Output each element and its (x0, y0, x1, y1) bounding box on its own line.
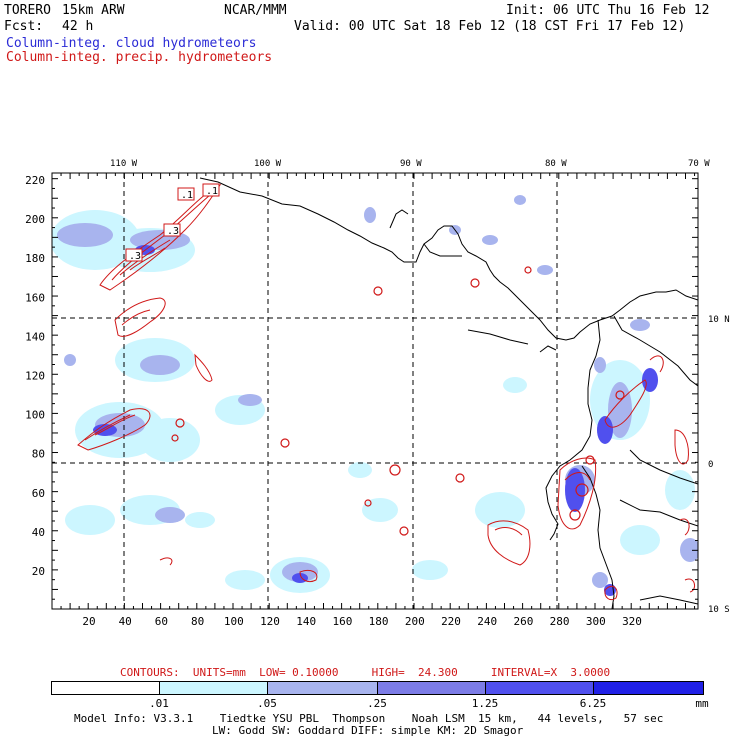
legend-label: .01 (149, 697, 169, 710)
field-precip-label: Column-integ. precip. hydrometeors (6, 50, 273, 65)
model-resolution: 15km ARW (62, 3, 125, 18)
x-tick-label: 40 (119, 615, 132, 628)
x-tick-label: 220 (441, 615, 461, 628)
x-tick-label: 120 (260, 615, 280, 628)
legend-label: .05 (257, 697, 277, 710)
contour-label: .1 (181, 190, 193, 201)
longitude-labels: 110 W 100 W 90 W 80 W 70 W (110, 159, 710, 169)
legend-swatch (159, 681, 268, 695)
y-ticks (52, 178, 698, 610)
graticule (52, 173, 698, 609)
y-tick-label: 120 (25, 370, 45, 383)
legend-label: 6.25 (579, 697, 607, 710)
y-tick-label: 140 (25, 330, 45, 343)
map-frame (51, 172, 699, 610)
organization: NCAR/MMM (224, 3, 287, 18)
legend-swatch (377, 681, 486, 695)
y-tick-label: 40 (32, 526, 45, 539)
x-tick-label: 240 (477, 615, 497, 628)
model-name: TORERO (4, 3, 51, 18)
model-info-line2: LW: Godd SW: Goddard DIFF: simple KM: 2D… (212, 724, 524, 737)
lat-label: 0 (708, 460, 713, 470)
coastlines (199, 177, 698, 609)
legend-swatch (485, 681, 594, 695)
y-tick-label: 200 (25, 213, 45, 226)
x-tick-label: 260 (513, 615, 533, 628)
legend-unit: mm (695, 697, 709, 710)
x-tick-label: 140 (296, 615, 316, 628)
lon-label: 100 W (254, 159, 282, 169)
y-tick-label: 60 (32, 487, 45, 500)
x-tick-label: 300 (586, 615, 606, 628)
y-tick-label: 80 (32, 448, 45, 461)
legend-label: .25 (367, 697, 387, 710)
lon-label: 80 W (545, 159, 567, 169)
x-tick-label: 80 (191, 615, 204, 628)
x-tick-label: 280 (550, 615, 570, 628)
x-tick-label: 60 (155, 615, 168, 628)
contour-label: .1 (206, 186, 218, 197)
legend-swatch (51, 681, 160, 695)
x-tick-label: 200 (405, 615, 425, 628)
forecast-label: Fcst: (4, 19, 44, 34)
y-tick-label: 220 (25, 174, 45, 187)
lon-label: 110 W (110, 159, 138, 169)
precip-cells (171, 266, 625, 536)
legend-label: 1.25 (471, 697, 499, 710)
y-tick-label: 100 (25, 409, 45, 422)
legend-swatch (593, 681, 704, 695)
contour-label: .3 (129, 251, 141, 262)
legend-swatch (267, 681, 378, 695)
latitude-labels: 10 N 0 10 S (708, 315, 730, 615)
x-ticks (51, 173, 696, 609)
y-tick-label: 160 (25, 291, 45, 304)
lon-label: 70 W (688, 159, 710, 169)
contour-label: .3 (167, 226, 179, 237)
y-tick-labels: 20 40 60 80 100 120 140 160 180 200 220 (25, 174, 45, 578)
x-tick-label: 180 (369, 615, 389, 628)
field-cloud-label: Column-integ. cloud hydrometeors (6, 36, 257, 51)
x-tick-label: 160 (332, 615, 352, 628)
lat-label: 10 N (708, 315, 730, 325)
y-tick-label: 180 (25, 252, 45, 265)
lon-label: 90 W (400, 159, 422, 169)
contours-info: CONTOURS: UNITS=mm LOW= 0.10000 HIGH= 24… (120, 666, 611, 679)
init-time: Init: 06 UTC Thu 16 Feb 12 (506, 3, 710, 18)
x-tick-label: 20 (82, 615, 95, 628)
y-tick-label: 20 (32, 565, 45, 578)
x-tick-labels: 20 40 60 80 100 120 140 160 180 200 220 240 260 280 30… (82, 615, 642, 628)
forecast-hours: 42 h (62, 19, 94, 34)
x-tick-label: 100 (224, 615, 244, 628)
lat-label: 10 S (708, 605, 730, 615)
x-tick-label: 320 (622, 615, 642, 628)
model-info-line1: Model Info: V3.3.1 Tiedtke YSU PBL Thomp… (74, 712, 664, 725)
contour-labels: .1 .1 .3 .3 (125, 183, 220, 262)
valid-time: Valid: 00 UTC Sat 18 Feb 12 (18 CST Fri … (294, 19, 686, 34)
